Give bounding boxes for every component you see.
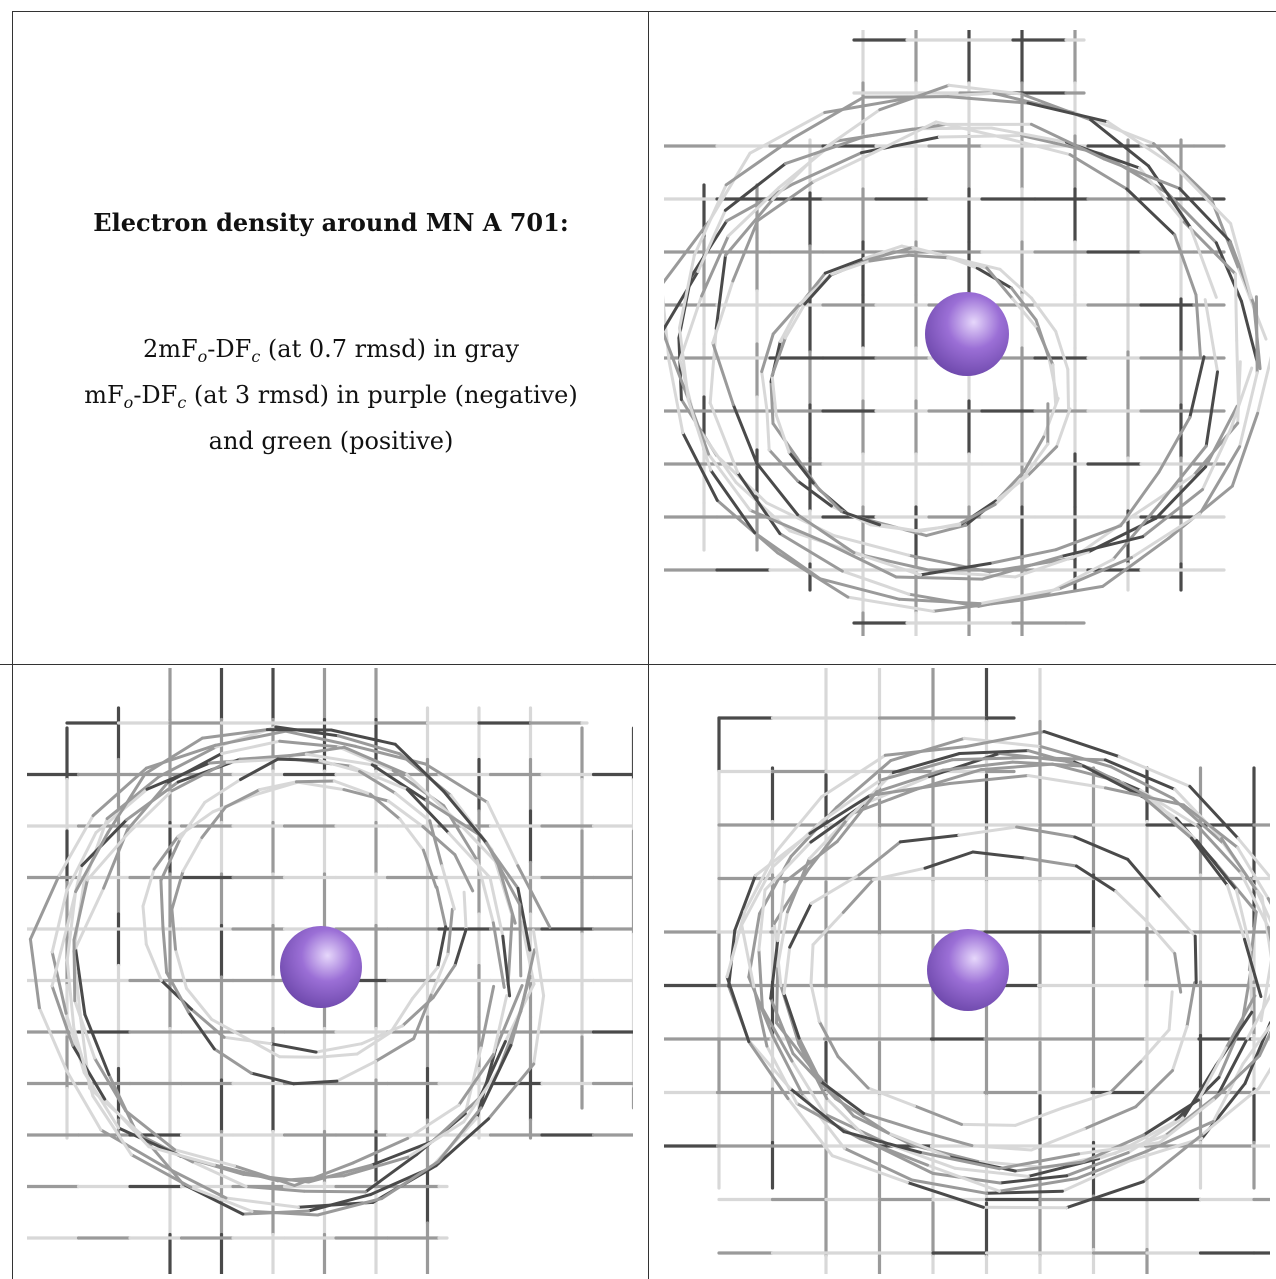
mesh-view-1: [664, 30, 1270, 636]
density-panel-top-right: [664, 30, 1270, 636]
frame-top-border: [12, 11, 1276, 12]
frame-left-border: [12, 11, 13, 1279]
density-contours: [664, 83, 1270, 613]
legend-line-2mfo-dfc: 2mFo-DFc (at 0.7 rmsd) in gray: [142, 335, 520, 366]
legend-line-mfo-dfc: mFo-DFc (at 3 rmsd) in purple (negative): [84, 381, 578, 412]
frame-center-border: [648, 11, 649, 1279]
density-contours: [28, 725, 552, 1217]
mn-ion-sphere: [927, 929, 1009, 1011]
mesh-view-2: [27, 668, 633, 1274]
legend-line-positive: and green (positive): [208, 427, 454, 455]
mn-ion-sphere: [280, 926, 362, 1008]
frame-middle-border: [0, 664, 1276, 665]
density-contours: [725, 730, 1270, 1210]
density-panel-bottom-right: [664, 668, 1270, 1274]
legend-cell: Electron density around MN A 701: 2mFo-D…: [14, 12, 648, 664]
legend-title: Electron density around MN A 701:: [93, 208, 569, 237]
mn-ion-sphere: [925, 292, 1009, 376]
mesh-view-3: [664, 668, 1270, 1274]
legend-description: 2mFo-DFc (at 0.7 rmsd) in gray mFo-DFc (…: [14, 330, 648, 460]
density-grid: [664, 668, 1270, 1274]
density-panel-bottom-left: [27, 668, 633, 1274]
